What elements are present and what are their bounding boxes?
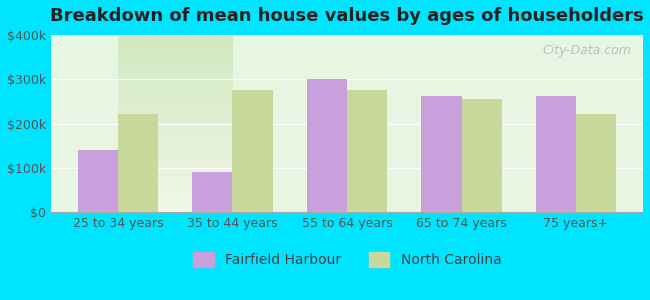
Bar	[78, 150, 118, 212]
Bar	[347, 90, 387, 212]
Bar	[192, 172, 233, 212]
Text: City-Data.com: City-Data.com	[542, 44, 631, 57]
Bar	[421, 96, 461, 212]
Bar	[233, 90, 272, 212]
Title: Breakdown of mean house values by ages of householders: Breakdown of mean house values by ages o…	[50, 7, 644, 25]
Bar	[307, 79, 347, 212]
Bar	[118, 114, 158, 212]
Bar	[536, 96, 576, 212]
Bar	[462, 99, 502, 212]
Legend: Fairfield Harbour, North Carolina: Fairfield Harbour, North Carolina	[187, 247, 507, 273]
Bar	[576, 114, 616, 212]
